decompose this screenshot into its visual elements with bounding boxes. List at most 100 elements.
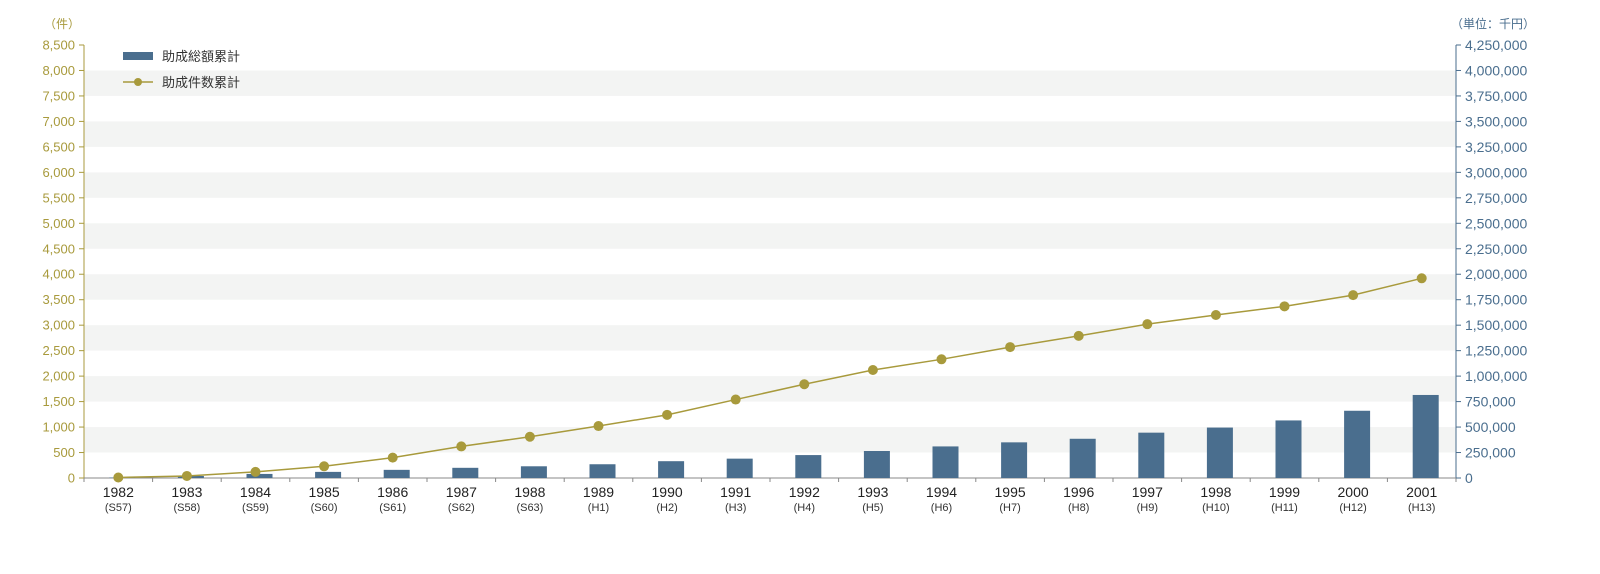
- line-point: [799, 379, 810, 390]
- x-tick-label: 1985: [309, 484, 340, 500]
- right-tick-label: 1,000,000: [1465, 368, 1527, 384]
- right-tick-label: 1,500,000: [1465, 317, 1527, 333]
- line-point: [1142, 319, 1153, 330]
- axes: [79, 44, 1461, 482]
- bar: [452, 467, 479, 478]
- x-era-label: (S61): [379, 502, 406, 514]
- bar: [315, 471, 342, 478]
- line-point: [1279, 301, 1290, 312]
- line-point: [1005, 342, 1016, 353]
- x-tick-label: 1989: [583, 484, 614, 500]
- right-tick-label: 3,500,000: [1465, 113, 1527, 129]
- line-point: [181, 470, 192, 481]
- right-tick-label: 3,250,000: [1465, 139, 1527, 155]
- grid-bands: [84, 70, 1456, 453]
- x-era-label: (S60): [311, 502, 338, 514]
- left-tick-label: 2,000: [42, 369, 75, 384]
- bar: [1275, 420, 1302, 478]
- x-era-label: (H6): [931, 502, 952, 514]
- left-tick-label: 8,500: [42, 38, 75, 53]
- bar: [589, 464, 616, 478]
- x-tick-label: 2001: [1406, 484, 1437, 500]
- line-point: [319, 461, 330, 472]
- right-tick-label: 500,000: [1465, 419, 1516, 435]
- x-era-label: (H5): [862, 502, 883, 514]
- right-tick-label: 4,000,000: [1465, 62, 1527, 78]
- left-tick-label: 500: [53, 445, 75, 460]
- x-tick-label: 1999: [1269, 484, 1300, 500]
- x-tick-label: 1986: [377, 484, 408, 500]
- bar: [1138, 432, 1165, 478]
- bar: [1412, 394, 1439, 478]
- x-era-label: (S62): [448, 502, 475, 514]
- right-tick-label: 3,000,000: [1465, 164, 1527, 180]
- x-tick-label: 1982: [103, 484, 134, 500]
- grid-band: [84, 223, 1456, 249]
- x-era-label: (H2): [656, 502, 677, 514]
- left-tick-label: 7,500: [42, 88, 75, 103]
- bar: [658, 461, 685, 478]
- bar: [1069, 438, 1096, 478]
- x-tick-label: 1995: [995, 484, 1026, 500]
- x-tick-label: 1994: [926, 484, 957, 500]
- left-tick-label: 3,500: [42, 292, 75, 307]
- left-tick-label: 4,000: [42, 267, 75, 282]
- grid-band: [84, 325, 1456, 351]
- left-tick-label: 3,000: [42, 318, 75, 333]
- left-tick-label: 6,500: [42, 139, 75, 154]
- left-tick-label: 0: [68, 471, 75, 486]
- left-tick-label: 1,000: [42, 420, 75, 435]
- bar: [863, 451, 890, 478]
- x-era-label: (H8): [1068, 502, 1089, 514]
- line-point: [936, 354, 947, 365]
- line-series: [113, 273, 1427, 483]
- right-tick-label: 2,750,000: [1465, 190, 1527, 206]
- axis-labels: 0 500 1,000 1,500 2,000 2,500 3,000 3,500 4,000 4…: [42, 37, 1527, 514]
- left-tick-label: 7,000: [42, 114, 75, 129]
- line-point: [1416, 273, 1427, 284]
- x-era-label: (H9): [1137, 502, 1158, 514]
- x-era-label: (S57): [105, 502, 132, 514]
- x-era-label: (H11): [1271, 502, 1298, 514]
- x-era-label: (S59): [242, 502, 269, 514]
- x-era-label: (S58): [173, 502, 200, 514]
- right-tick-label: 1,250,000: [1465, 343, 1527, 359]
- right-tick-label: 2,000,000: [1465, 266, 1527, 282]
- line-point: [1348, 290, 1359, 301]
- right-tick-label: 1,750,000: [1465, 292, 1527, 308]
- line-point: [456, 441, 467, 452]
- line-point: [524, 431, 535, 442]
- bar: [932, 446, 959, 478]
- bar: [1206, 427, 1233, 478]
- right-tick-label: 4,250,000: [1465, 37, 1527, 53]
- left-axis-unit: （件）: [44, 17, 80, 31]
- grid-band: [84, 70, 1456, 96]
- left-tick-label: 6,000: [42, 165, 75, 180]
- line-point: [113, 472, 124, 483]
- x-era-label: (H12): [1339, 502, 1367, 514]
- bar: [1344, 410, 1371, 478]
- x-tick-label: 1990: [652, 484, 683, 500]
- x-tick-label: 1997: [1132, 484, 1163, 500]
- x-tick-label: 1991: [720, 484, 751, 500]
- line-point: [250, 466, 261, 477]
- right-tick-label: 750,000: [1465, 394, 1516, 410]
- legend: 助成総額累計 助成件数累計: [123, 49, 240, 90]
- x-era-label: (H3): [725, 502, 746, 514]
- x-tick-label: 1998: [1200, 484, 1231, 500]
- grid-band: [84, 274, 1456, 300]
- x-tick-label: 1987: [446, 484, 477, 500]
- line-path: [118, 277, 1422, 479]
- bar-series: [109, 394, 1439, 478]
- line-point: [593, 421, 604, 432]
- left-tick-label: 8,000: [42, 63, 75, 78]
- line-point: [1073, 330, 1084, 341]
- x-tick-label: 2000: [1338, 484, 1369, 500]
- bar: [726, 458, 753, 478]
- x-era-label: (H7): [999, 502, 1020, 514]
- bar: [1001, 442, 1028, 478]
- x-era-label: (H10): [1202, 502, 1230, 514]
- x-era-label: (H1): [588, 502, 609, 514]
- bar: [520, 466, 547, 478]
